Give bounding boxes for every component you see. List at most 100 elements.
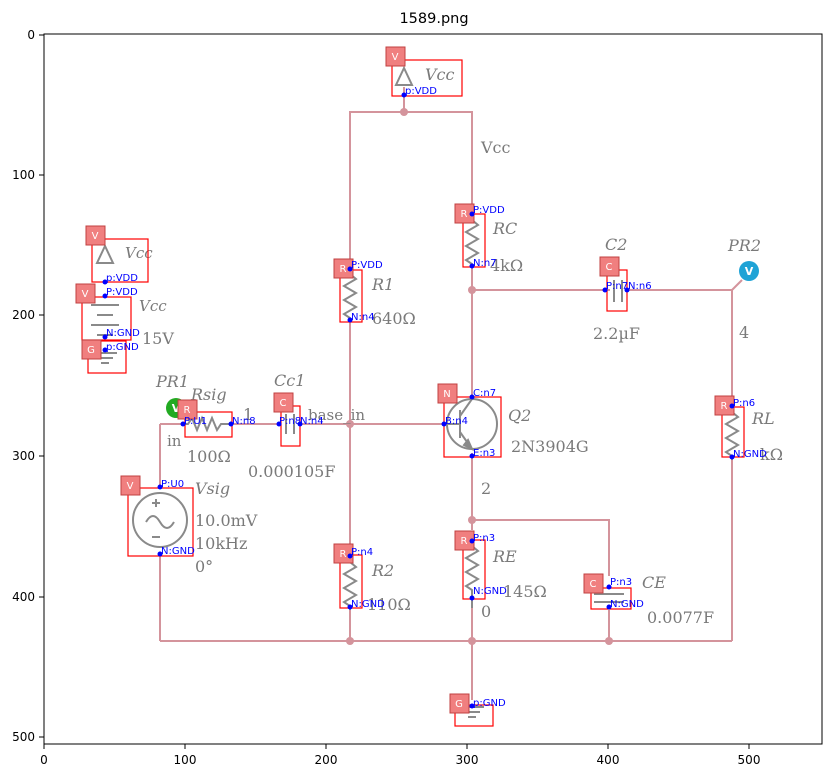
tag-label: N xyxy=(443,389,450,400)
vcc-left-a-label: Vcc xyxy=(125,244,153,262)
tag-label: R xyxy=(340,264,347,275)
y-tick-label: 300 xyxy=(12,449,35,463)
pin-label: P:n6 xyxy=(733,398,755,409)
pin-label: p:VDD xyxy=(405,86,437,97)
plot-frame xyxy=(43,33,823,745)
pin-label: N:GND xyxy=(610,599,644,610)
probe-pr2-icon xyxy=(739,261,759,281)
annotation-boxes xyxy=(81,59,745,727)
pin-label: P:VDD xyxy=(106,287,138,298)
tag-label: R xyxy=(340,549,347,560)
pin-label: N:n4 xyxy=(351,312,375,323)
rc-value: 4kΩ xyxy=(490,256,523,275)
probe-pr2-letter: V xyxy=(745,265,754,278)
y-tick-label: 500 xyxy=(12,730,35,744)
x-tick-label: 500 xyxy=(738,753,761,767)
pin-label: E:n3 xyxy=(473,448,495,459)
net4-label: 4 xyxy=(739,323,749,342)
tag-label: R xyxy=(721,401,728,412)
y-axis: 0 100 200 300 400 500 xyxy=(12,28,44,744)
pin-label: N:GND xyxy=(733,449,767,460)
pr1-name: PR1 xyxy=(155,372,189,391)
pin-label: p:GND xyxy=(106,342,139,353)
tag-label: C xyxy=(606,262,613,273)
x-tick-label: 400 xyxy=(597,753,620,767)
tag-label: C xyxy=(590,579,597,590)
tag-box xyxy=(177,399,198,420)
pin-label: P:n7 xyxy=(606,281,628,292)
schematic-labels: Vcc Vcc Vcc Vcc 15V RC 4kΩ R1 640Ω C2 2.… xyxy=(125,65,783,627)
cc1-name: Cc1 xyxy=(274,371,305,390)
x-tick-label: 200 xyxy=(315,753,338,767)
c2-name: C2 xyxy=(605,235,627,254)
rsig-name: Rsig xyxy=(190,385,227,404)
tag-box xyxy=(333,258,354,279)
pin-labels: p:VDD p:VDD P:VDD N:GND p:GND P:VDD N:n7… xyxy=(106,86,767,709)
ce-name: CE xyxy=(642,573,666,592)
y-tick-label: 0 xyxy=(27,28,35,42)
cc1-value: 0.000105F xyxy=(248,462,335,481)
tag-label: G xyxy=(87,345,95,356)
tag-box xyxy=(333,543,354,564)
pin-label: N:n6 xyxy=(628,281,652,292)
tag-box xyxy=(75,283,96,304)
tag-box xyxy=(599,256,620,277)
c2-value: 2.2µF xyxy=(593,324,640,343)
net2-label: 2 xyxy=(481,479,491,498)
circuit-components xyxy=(91,65,740,718)
pin-label: N:GND xyxy=(351,599,385,610)
re-value: 145Ω xyxy=(503,582,547,601)
x-tick-label: 0 xyxy=(40,753,48,767)
tag-label: R xyxy=(461,536,468,547)
pin-label: N:n4 xyxy=(300,416,324,427)
pin-label: p:VDD xyxy=(106,273,138,284)
pin-label: p:GND xyxy=(473,698,506,709)
tag-box xyxy=(583,573,604,594)
circuit-wires xyxy=(159,87,743,700)
pin-label: N:GND xyxy=(106,328,140,339)
pin-label: P:n4 xyxy=(351,547,373,558)
pin-label: P:n3 xyxy=(610,577,632,588)
rc-name: RC xyxy=(492,219,517,238)
r2-value: 110Ω xyxy=(367,595,411,614)
rl-name: RL xyxy=(751,409,775,428)
pin-label: N:n7 xyxy=(473,258,497,269)
x-tick-label: 300 xyxy=(456,753,479,767)
tag-label: R xyxy=(184,405,191,416)
probe-pr1-letter: V xyxy=(172,402,181,415)
r1-value: 640Ω xyxy=(372,309,416,328)
pin-label: N:GND xyxy=(161,546,195,557)
rsig-value: 100Ω xyxy=(187,447,231,466)
in-label: in xyxy=(167,432,182,450)
re-name: RE xyxy=(492,547,517,566)
vcc-top-label: Vcc xyxy=(425,65,455,84)
pin-dots xyxy=(102,92,735,709)
tag-box xyxy=(437,383,458,404)
y-tick-label: 100 xyxy=(12,168,35,182)
pin-label: N:n8 xyxy=(232,416,256,427)
pin-label: C:n7 xyxy=(473,388,496,399)
vsig-frequency: 10kHz xyxy=(195,534,247,553)
tag-box xyxy=(120,475,141,496)
q2-name: Q2 xyxy=(508,406,531,425)
y-tick-label: 200 xyxy=(12,308,35,322)
tag-label: V xyxy=(127,481,134,492)
vsig-phase: 0° xyxy=(195,557,213,576)
tag-box xyxy=(449,693,470,714)
tag-label: R xyxy=(461,209,468,220)
base-in-label: base_in xyxy=(308,406,365,424)
vcc-value-label: 15V xyxy=(142,329,174,348)
vcc-left-b-label: Vcc xyxy=(139,297,167,315)
tag-label: V xyxy=(92,231,99,242)
y-tick-label: 400 xyxy=(12,590,35,604)
pin-label: P:n8 xyxy=(279,416,301,427)
tag-label: G xyxy=(455,699,463,710)
rl-value: kΩ xyxy=(760,445,783,464)
vsig-amplitude: 10.0mV xyxy=(195,511,258,530)
ce-value: 0.0077F xyxy=(647,608,714,627)
vsig-name: Vsig xyxy=(195,479,230,498)
tag-box xyxy=(273,392,294,413)
r1-name: R1 xyxy=(371,275,394,294)
figure-title: 1589.png xyxy=(399,11,468,27)
